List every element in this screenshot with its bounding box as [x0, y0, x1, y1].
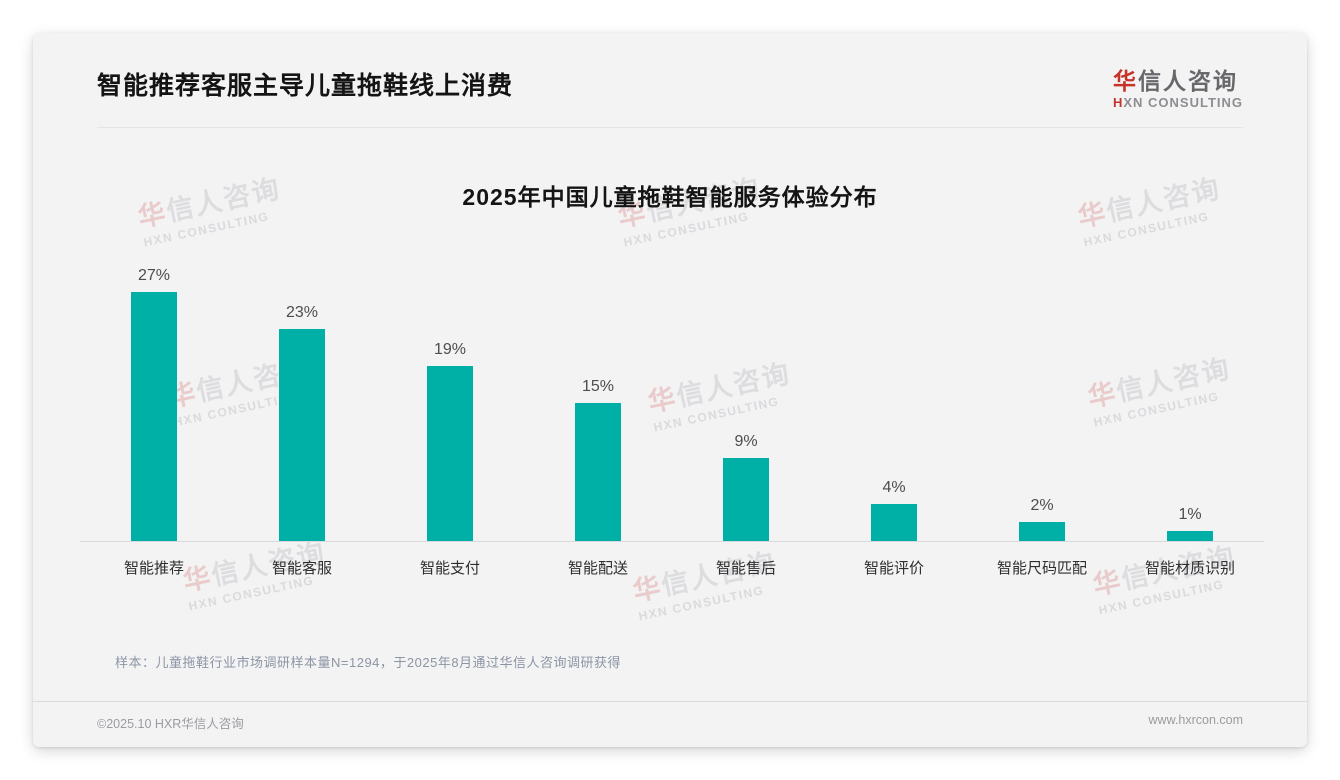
bar: [723, 457, 769, 541]
bar: [575, 402, 621, 541]
logo-en-text: XN CONSULTING: [1123, 95, 1243, 111]
bar-value-label: 19%: [433, 340, 467, 358]
bar: [279, 329, 325, 541]
brand-logo: 华信人咨询 HXN CONSULTING: [1112, 68, 1243, 111]
bar-column: 1%: [1116, 506, 1264, 541]
logo-cn-text: 信人咨询: [1137, 68, 1238, 94]
logo-cn: 华信人咨询: [1112, 68, 1243, 94]
category-label: 智能客服: [271, 559, 332, 577]
category-label: 智能推荐: [123, 559, 184, 577]
bar: [1167, 531, 1213, 541]
bar-column: 9%: [672, 433, 820, 541]
bar-value-label: 23%: [285, 304, 319, 321]
website-text: www.hxrcon.com: [1148, 713, 1243, 727]
logo-en-accent: H: [1112, 95, 1124, 111]
bar-column: 23%: [228, 304, 376, 541]
bar-column: 27%: [80, 267, 228, 541]
bar-value-label: 4%: [882, 478, 906, 496]
bar-chart: 27% 23% 19% 15% 9% 4% 2% 1% 智能推荐 智能客服 智能支付 智能配送 智能售…: [80, 264, 1264, 578]
chart-plot-area: 27% 23% 19% 15% 9% 4% 2% 1%: [80, 264, 1264, 542]
bar-value-label: 9%: [734, 432, 758, 450]
bar-value-label: 27%: [137, 267, 171, 285]
logo-cn-accent: 华: [1112, 68, 1138, 94]
bar: [1019, 522, 1065, 541]
page-title: 智能推荐客服主导儿童拖鞋线上消费: [97, 72, 514, 100]
bar-value-label: 2%: [1030, 497, 1054, 515]
category-label: 智能支付: [419, 559, 480, 577]
bar-column: 15%: [524, 378, 672, 541]
bar-column: 4%: [820, 479, 968, 541]
copyright-text: ©2025.10 HXR华信人咨询: [97, 717, 244, 731]
report-card: 华信人咨询 HXN CONSULTING 华信人咨询 HXN CONSULTING 华信…: [33, 33, 1307, 747]
report-footer: ©2025.10 HXR华信人咨询 www.hxrcon.com: [33, 701, 1307, 747]
bar: [131, 292, 177, 541]
bar-value-label: 15%: [581, 377, 615, 395]
bar: [427, 365, 473, 541]
bar: [871, 503, 917, 541]
category-label: 智能配送: [567, 559, 628, 577]
category-label: 智能售后: [715, 559, 776, 577]
bar-column: 2%: [968, 497, 1116, 541]
chart-category-axis: 智能推荐 智能客服 智能支付 智能配送 智能售后 智能评价 智能尺码匹配 智能材质识别: [80, 557, 1264, 578]
chart-title: 2025年中国儿童拖鞋智能服务体验分布: [462, 183, 878, 210]
sample-note: 样本：儿童拖鞋行业市场调研样本量N=1294，于2025年8月通过华信人咨询调研…: [115, 654, 622, 670]
bar-value-label: 1%: [1178, 506, 1202, 524]
bar-column: 19%: [376, 341, 524, 541]
report-header: 智能推荐客服主导儿童拖鞋线上消费 华信人咨询 HXN CONSULTING: [97, 68, 1243, 128]
category-label: 智能材质识别: [1144, 559, 1235, 577]
category-label: 智能评价: [863, 559, 924, 577]
logo-en: HXN CONSULTING: [1113, 96, 1243, 110]
category-label: 智能尺码匹配: [996, 559, 1087, 577]
